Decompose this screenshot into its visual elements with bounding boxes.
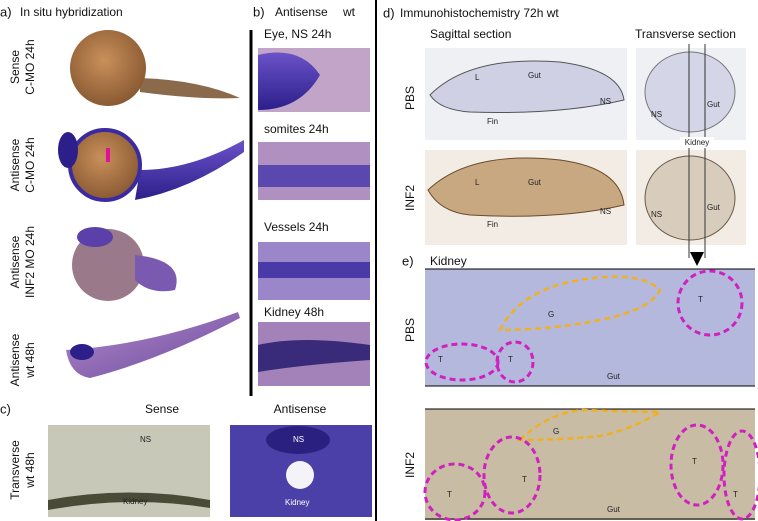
tissue xyxy=(48,492,210,510)
tissue-label: NS xyxy=(600,207,611,216)
row-label: PBS xyxy=(403,86,417,110)
lumen xyxy=(286,461,314,489)
column-label: Transverse section xyxy=(635,27,736,41)
row-label-line: Sense xyxy=(8,50,22,84)
tissue-label: Fin xyxy=(487,220,498,229)
tubule-outline xyxy=(722,429,758,521)
section xyxy=(429,60,625,113)
stain xyxy=(258,165,370,187)
tubule-outline xyxy=(424,342,500,382)
tissue-label: NS xyxy=(651,110,662,119)
column-label: Sense xyxy=(145,402,179,416)
row-label-line: wt 48h xyxy=(23,452,37,488)
embryo-yolk xyxy=(70,30,146,106)
tubule-outline xyxy=(495,340,535,384)
tissue-label: Gut xyxy=(607,372,621,381)
row-label: INF2 xyxy=(403,185,417,211)
panel-letter: a) xyxy=(0,4,12,19)
tissue-label: T xyxy=(522,475,527,484)
arrowhead xyxy=(690,252,704,266)
row-label-line: Antisense xyxy=(8,138,22,191)
row-label-line: wt 48h xyxy=(23,342,37,378)
row-label-line: C-MO 24h xyxy=(23,39,37,94)
row-label-line: Transverse xyxy=(8,440,22,500)
tissue-label: L xyxy=(475,73,480,82)
tubule-outline xyxy=(423,462,487,521)
tissue-label: T xyxy=(438,355,443,364)
section xyxy=(644,51,736,133)
tissue-label: T xyxy=(692,457,697,466)
column-label: Antisense xyxy=(274,402,327,416)
embryo-head xyxy=(58,132,78,168)
tissue-label: Gut xyxy=(528,71,542,80)
tissue-label: Gut xyxy=(528,178,542,187)
image-label: Vessels 24h xyxy=(264,220,329,234)
tissue-labels: L Gut NS Fin NS Gut L Gut NS Fin NS Gut xyxy=(475,71,721,229)
stain xyxy=(258,340,370,372)
stain xyxy=(258,262,370,278)
glomerulus-outline xyxy=(516,408,665,442)
embryo-eye xyxy=(70,344,94,360)
panel-title: Kidney xyxy=(430,254,467,268)
tissue-label: Gut xyxy=(607,505,621,514)
image-label: NS xyxy=(293,435,304,444)
panel-title: Antisense xyxy=(275,5,328,19)
panel-letter: e) xyxy=(402,253,414,268)
panel-letter: d) xyxy=(383,5,395,20)
tissue-label: G xyxy=(553,427,559,436)
embryo-48h xyxy=(66,312,240,378)
panel-title: In situ hybridization xyxy=(20,5,123,19)
tissue-label: NS xyxy=(651,210,662,219)
panel-letter: c) xyxy=(0,401,11,416)
tissue-label: T xyxy=(733,490,738,499)
embryo-images xyxy=(58,30,244,378)
panel-title: Immunohistochemistry 72h wt xyxy=(400,6,559,20)
row-label-line: INF2 MO 24h xyxy=(23,226,37,298)
tissue-label: NS xyxy=(600,97,611,106)
row-label: INF2 xyxy=(403,452,417,478)
micrograph xyxy=(425,269,755,386)
image-label: Eye, NS 24h xyxy=(264,27,331,41)
genotype: wt xyxy=(342,5,356,19)
section xyxy=(644,155,736,241)
embryo-head xyxy=(77,227,113,247)
row-label-line: Antisense xyxy=(8,333,22,386)
image-label: Kidney 48h xyxy=(264,305,324,319)
tubule-outline xyxy=(676,269,744,337)
row-label-line: Antisense xyxy=(8,235,22,288)
tissue-label: T xyxy=(698,295,703,304)
tissue-label: G xyxy=(548,310,554,319)
embryo-yolk xyxy=(72,229,144,301)
embryo-tail xyxy=(135,255,177,292)
tissue-label: Fin xyxy=(487,117,498,126)
tissue-label: Gut xyxy=(707,100,721,109)
row-label: PBS xyxy=(403,318,417,342)
panel-letter: b) xyxy=(253,4,265,19)
tissue-label: L xyxy=(475,178,480,187)
stain xyxy=(258,52,320,110)
row-label: Sense C-MO 24h Antisense C-MO 24h Antise… xyxy=(8,39,37,386)
embryo-tail xyxy=(140,78,240,99)
label-bg xyxy=(680,137,714,148)
embryo-yolk xyxy=(68,128,142,202)
tubule-outline xyxy=(482,435,542,515)
embryo-tail xyxy=(135,140,244,200)
image-label: somites 24h xyxy=(264,122,329,136)
column-label: Sagittal section xyxy=(430,27,511,41)
marker xyxy=(106,148,110,162)
image-label: Kidney xyxy=(285,498,309,507)
section xyxy=(427,157,625,217)
tissue xyxy=(266,426,330,454)
image-label: NS xyxy=(140,435,151,444)
tissue-label: T xyxy=(508,355,513,364)
image-label: Kidney xyxy=(123,497,147,506)
tissue-label: T xyxy=(447,490,452,499)
tissue-label: Gut xyxy=(707,203,721,212)
row-label-line: C-MO 24h xyxy=(23,137,37,192)
kidney-label: Kidney xyxy=(685,138,709,147)
micrograph xyxy=(425,409,755,520)
glomerulus-outline xyxy=(497,275,662,332)
